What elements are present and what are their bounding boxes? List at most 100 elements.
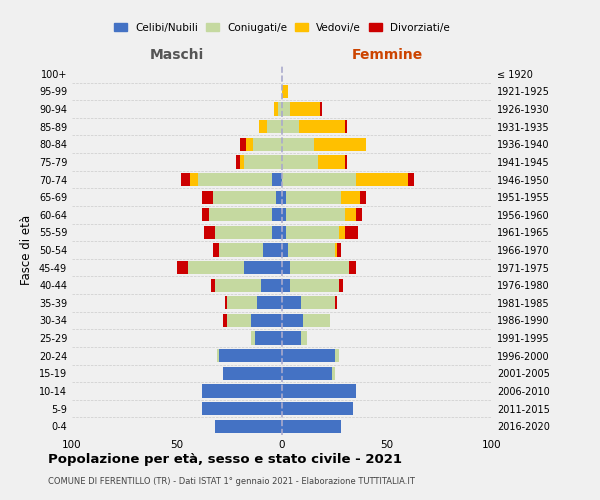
- Bar: [290, 278, 338, 292]
- Bar: [278, 102, 282, 116]
- Bar: [360, 190, 366, 204]
- Bar: [202, 190, 213, 204]
- Bar: [282, 314, 303, 327]
- Bar: [236, 156, 240, 168]
- Y-axis label: Fasce di età: Fasce di età: [20, 215, 33, 285]
- Bar: [286, 190, 341, 204]
- Bar: [223, 366, 282, 380]
- Bar: [301, 332, 307, 344]
- Bar: [286, 208, 345, 222]
- Bar: [276, 190, 282, 204]
- Bar: [282, 349, 335, 362]
- Bar: [177, 261, 187, 274]
- Bar: [244, 156, 282, 168]
- Bar: [282, 261, 290, 274]
- Bar: [219, 244, 263, 256]
- Bar: [204, 226, 215, 239]
- Bar: [202, 384, 282, 398]
- Bar: [209, 208, 271, 222]
- Bar: [227, 314, 251, 327]
- Bar: [253, 138, 282, 151]
- Bar: [282, 156, 318, 168]
- Bar: [299, 120, 345, 134]
- Bar: [335, 349, 338, 362]
- Bar: [282, 226, 286, 239]
- Bar: [215, 226, 271, 239]
- Bar: [355, 208, 362, 222]
- Bar: [282, 384, 355, 398]
- Text: Maschi: Maschi: [150, 48, 204, 62]
- Bar: [320, 102, 322, 116]
- Bar: [244, 261, 282, 274]
- Bar: [282, 208, 286, 222]
- Bar: [349, 261, 355, 274]
- Bar: [190, 173, 198, 186]
- Bar: [219, 349, 282, 362]
- Bar: [345, 226, 358, 239]
- Bar: [263, 244, 282, 256]
- Bar: [271, 208, 282, 222]
- Bar: [212, 244, 219, 256]
- Bar: [251, 314, 282, 327]
- Bar: [282, 420, 341, 433]
- Bar: [251, 332, 254, 344]
- Bar: [187, 261, 244, 274]
- Bar: [282, 173, 355, 186]
- Bar: [286, 226, 338, 239]
- Legend: Celibi/Nubili, Coniugati/e, Vedovi/e, Divorziati/e: Celibi/Nubili, Coniugati/e, Vedovi/e, Di…: [110, 18, 454, 36]
- Bar: [335, 296, 337, 310]
- Bar: [261, 278, 282, 292]
- Bar: [282, 120, 299, 134]
- Bar: [282, 85, 289, 98]
- Bar: [408, 173, 415, 186]
- Bar: [338, 226, 345, 239]
- Bar: [318, 156, 345, 168]
- Bar: [282, 190, 286, 204]
- Bar: [215, 278, 261, 292]
- Bar: [223, 314, 227, 327]
- Bar: [227, 296, 257, 310]
- Bar: [289, 244, 335, 256]
- Bar: [268, 120, 282, 134]
- Bar: [202, 402, 282, 415]
- Bar: [282, 278, 290, 292]
- Bar: [181, 173, 190, 186]
- Bar: [217, 349, 219, 362]
- Bar: [257, 296, 282, 310]
- Bar: [338, 278, 343, 292]
- Bar: [341, 190, 360, 204]
- Bar: [212, 190, 276, 204]
- Bar: [282, 138, 314, 151]
- Bar: [301, 296, 335, 310]
- Bar: [198, 173, 271, 186]
- Bar: [211, 278, 215, 292]
- Bar: [282, 366, 332, 380]
- Bar: [345, 208, 355, 222]
- Bar: [202, 208, 209, 222]
- Bar: [290, 102, 320, 116]
- Bar: [271, 173, 282, 186]
- Bar: [215, 420, 282, 433]
- Bar: [355, 173, 408, 186]
- Bar: [282, 102, 290, 116]
- Bar: [254, 332, 282, 344]
- Bar: [290, 261, 349, 274]
- Text: Femmine: Femmine: [352, 48, 422, 62]
- Bar: [335, 244, 337, 256]
- Bar: [303, 314, 331, 327]
- Text: Popolazione per età, sesso e stato civile - 2021: Popolazione per età, sesso e stato civil…: [48, 452, 402, 466]
- Bar: [282, 332, 301, 344]
- Bar: [314, 138, 366, 151]
- Text: COMUNE DI FERENTILLO (TR) - Dati ISTAT 1° gennaio 2021 - Elaborazione TUTTITALIA: COMUNE DI FERENTILLO (TR) - Dati ISTAT 1…: [48, 478, 415, 486]
- Bar: [246, 138, 253, 151]
- Bar: [271, 226, 282, 239]
- Bar: [345, 120, 347, 134]
- Bar: [345, 156, 347, 168]
- Bar: [226, 296, 227, 310]
- Bar: [240, 138, 247, 151]
- Bar: [282, 244, 289, 256]
- Bar: [282, 296, 301, 310]
- Bar: [332, 366, 335, 380]
- Bar: [337, 244, 341, 256]
- Bar: [282, 402, 353, 415]
